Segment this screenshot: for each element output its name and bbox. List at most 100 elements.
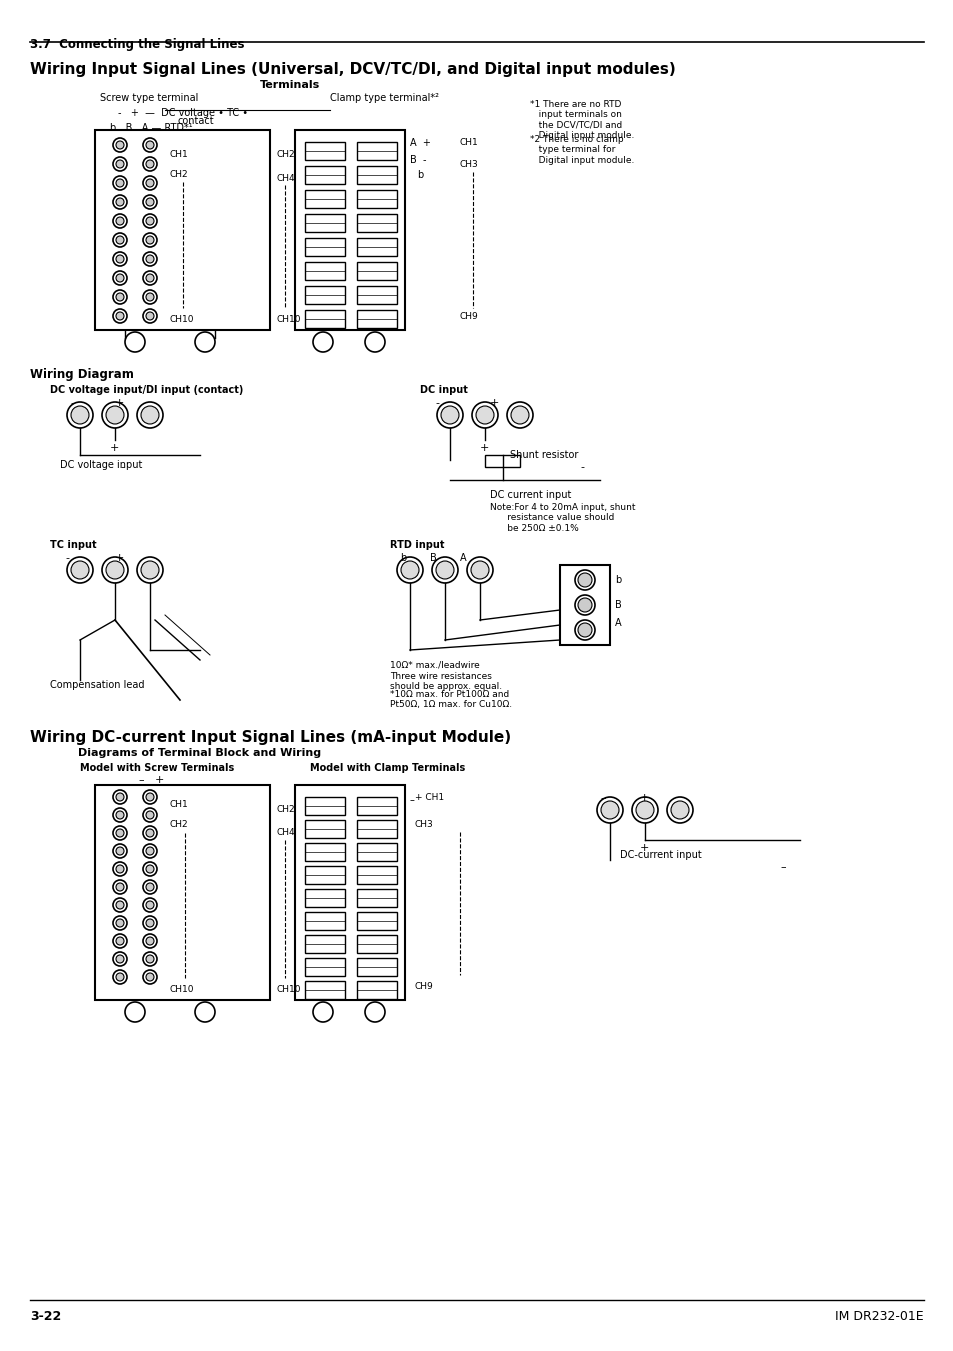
Text: -: - <box>120 462 124 471</box>
Circle shape <box>636 801 654 819</box>
Bar <box>356 190 396 208</box>
Circle shape <box>71 407 89 424</box>
Circle shape <box>146 865 153 873</box>
Circle shape <box>112 253 127 266</box>
Text: -   +  —  DC voltage • TC •: - + — DC voltage • TC • <box>118 108 248 118</box>
Circle shape <box>143 138 157 153</box>
Text: +: + <box>115 399 124 408</box>
Text: IM DR232-01E: IM DR232-01E <box>835 1310 923 1323</box>
Bar <box>356 820 396 838</box>
Circle shape <box>143 309 157 323</box>
Text: DC voltage input: DC voltage input <box>60 459 142 470</box>
Circle shape <box>146 884 153 892</box>
Circle shape <box>116 901 124 909</box>
Text: A: A <box>615 617 621 628</box>
Text: CH2: CH2 <box>276 805 295 815</box>
Circle shape <box>116 236 124 245</box>
Circle shape <box>116 847 124 855</box>
Bar <box>356 166 396 184</box>
Bar <box>305 912 345 929</box>
Circle shape <box>578 598 592 612</box>
Circle shape <box>400 561 418 580</box>
Circle shape <box>143 844 157 858</box>
Text: DC current input: DC current input <box>490 490 571 500</box>
Circle shape <box>143 880 157 894</box>
Text: CH9: CH9 <box>415 982 434 992</box>
Circle shape <box>143 808 157 821</box>
Circle shape <box>146 312 153 320</box>
Bar <box>356 935 396 952</box>
Circle shape <box>143 862 157 875</box>
Text: CH3: CH3 <box>415 820 434 830</box>
Text: Wiring Diagram: Wiring Diagram <box>30 367 133 381</box>
Text: CH2: CH2 <box>276 150 295 159</box>
Circle shape <box>146 938 153 944</box>
Circle shape <box>146 919 153 927</box>
Text: +: + <box>115 553 124 563</box>
Circle shape <box>112 844 127 858</box>
Circle shape <box>146 274 153 282</box>
Text: CH2: CH2 <box>170 170 189 178</box>
Text: Wiring DC-current Input Signal Lines (mA-input Module): Wiring DC-current Input Signal Lines (mA… <box>30 730 511 744</box>
Circle shape <box>116 199 124 205</box>
Circle shape <box>143 916 157 929</box>
Text: Note:For 4 to 20mA input, shunt
      resistance value should
      be 250Ω ±0.1: Note:For 4 to 20mA input, shunt resistan… <box>490 503 635 532</box>
Text: CH10: CH10 <box>276 985 301 994</box>
Circle shape <box>106 407 124 424</box>
Circle shape <box>116 178 124 186</box>
Bar <box>305 935 345 952</box>
Circle shape <box>313 332 333 353</box>
Bar <box>356 866 396 884</box>
Circle shape <box>143 253 157 266</box>
Bar <box>305 238 345 255</box>
Bar <box>294 130 405 330</box>
Bar <box>305 262 345 280</box>
Circle shape <box>146 811 153 819</box>
Circle shape <box>112 970 127 984</box>
Text: Shunt resistor: Shunt resistor <box>510 450 578 459</box>
Text: –: – <box>138 775 144 785</box>
Bar <box>356 213 396 232</box>
Circle shape <box>143 790 157 804</box>
Circle shape <box>116 973 124 981</box>
Circle shape <box>112 880 127 894</box>
Circle shape <box>396 557 422 584</box>
Circle shape <box>143 157 157 172</box>
Text: CH1: CH1 <box>170 150 189 159</box>
Text: Wiring Input Signal Lines (Universal, DCV/TC/DI, and Digital input modules): Wiring Input Signal Lines (Universal, DC… <box>30 62 675 77</box>
Circle shape <box>631 797 658 823</box>
Circle shape <box>116 793 124 801</box>
Circle shape <box>365 332 385 353</box>
Bar <box>305 820 345 838</box>
Text: 3.7  Connecting the Signal Lines: 3.7 Connecting the Signal Lines <box>30 38 244 51</box>
Bar <box>356 981 396 998</box>
Text: -: - <box>65 553 69 563</box>
Bar <box>356 262 396 280</box>
Circle shape <box>102 403 128 428</box>
Bar <box>305 190 345 208</box>
Circle shape <box>116 865 124 873</box>
Circle shape <box>432 557 457 584</box>
Bar <box>305 981 345 998</box>
Circle shape <box>597 797 622 823</box>
Circle shape <box>116 312 124 320</box>
Text: -: - <box>579 462 583 471</box>
Circle shape <box>146 141 153 149</box>
Text: Model with Clamp Terminals: Model with Clamp Terminals <box>310 763 465 773</box>
Text: CH1: CH1 <box>459 138 478 147</box>
Circle shape <box>146 901 153 909</box>
Text: DC input: DC input <box>419 385 467 394</box>
Circle shape <box>143 952 157 966</box>
Bar <box>294 785 405 1000</box>
Text: *2 There is no clamp
   type terminal for
   Digital input module.: *2 There is no clamp type terminal for D… <box>530 135 634 165</box>
Circle shape <box>112 934 127 948</box>
Circle shape <box>146 218 153 226</box>
Text: CH4: CH4 <box>276 174 295 182</box>
Circle shape <box>67 403 92 428</box>
Text: +: + <box>639 793 649 802</box>
Circle shape <box>143 195 157 209</box>
Circle shape <box>116 955 124 963</box>
Text: *1 There are no RTD
   input terminals on
   the DCV/TC/DI and
   Digital input : *1 There are no RTD input terminals on t… <box>530 100 634 141</box>
Bar <box>356 142 396 159</box>
Bar <box>305 958 345 975</box>
